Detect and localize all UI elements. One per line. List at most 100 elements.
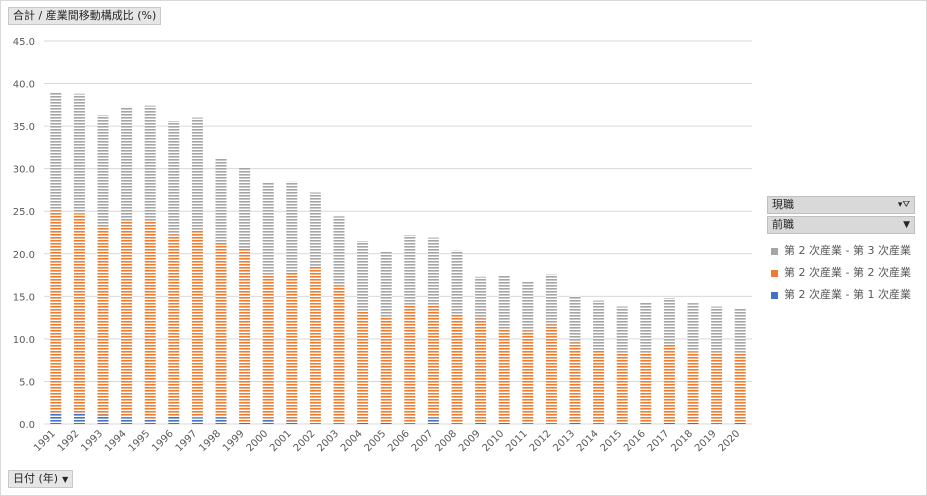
bar-segment [545, 423, 557, 424]
bar-segment [262, 418, 274, 424]
bar-segment [380, 316, 392, 423]
bar-segment [380, 251, 392, 317]
bar-segment [569, 342, 581, 423]
x-tick-label: 2012 [528, 428, 554, 454]
bar-segment [215, 417, 227, 424]
bar-segment [640, 302, 652, 353]
bar-segment [475, 318, 487, 423]
y-tick-label: 45.0 [13, 37, 35, 48]
x-tick-label: 1999 [221, 428, 247, 454]
bar-segment [286, 181, 298, 272]
x-tick-label: 2018 [669, 428, 695, 454]
bar-segment [73, 412, 85, 424]
bar-segment [97, 115, 109, 227]
x-tick-label: 2020 [717, 428, 743, 454]
bar-segment [687, 303, 699, 352]
bar-segment [357, 310, 369, 423]
bar-segment [73, 93, 85, 214]
bar-segment [569, 422, 581, 424]
legend-item-secondary-to-secondary[interactable]: 第 2 次産業 - 第 2 次産業 [767, 262, 915, 284]
bar-segment [545, 274, 557, 325]
y-tick-label: 35.0 [13, 122, 35, 133]
x-tick-label: 2006 [386, 428, 412, 454]
x-tick-label: 1991 [32, 428, 58, 454]
x-tick-label: 2002 [292, 428, 318, 454]
current-job-field-label: 現職 [772, 198, 794, 211]
bar-segment [545, 324, 557, 424]
bar-segment [498, 421, 510, 424]
bar-segment [97, 226, 109, 415]
previous-job-field-button[interactable]: 前職 ▼ [767, 216, 915, 234]
x-tick-label: 2010 [481, 428, 507, 454]
bar-segment [734, 422, 746, 424]
axis-field-button[interactable]: 日付 (年) ▼ [8, 470, 74, 488]
bar-segment [121, 220, 133, 418]
y-tick-label: 30.0 [13, 165, 35, 176]
legend-label: 第 2 次産業 - 第 2 次産業 [784, 266, 911, 279]
bar-segment [711, 306, 723, 353]
bar-segment [309, 192, 321, 265]
bar-segment [593, 300, 605, 350]
x-tick-label: 2015 [599, 428, 625, 454]
bar-segment [97, 414, 109, 424]
bar-segment [734, 353, 746, 423]
bar-segment [239, 422, 251, 424]
bar-segment [121, 417, 133, 424]
bar-segment [144, 220, 156, 419]
bar-segment [427, 237, 439, 305]
bar-segment [663, 344, 675, 423]
bar-segment [121, 106, 133, 221]
bar-segment [616, 353, 628, 424]
bar-segment [144, 418, 156, 424]
bar-segment [687, 351, 699, 422]
bar-segment [262, 275, 274, 419]
bar-segment [333, 216, 345, 286]
y-tick-label: 0.0 [19, 420, 35, 431]
bar-segment [168, 234, 180, 417]
bar-segment [569, 296, 581, 343]
y-tick-label: 5.0 [19, 377, 35, 388]
axis-field-label: 日付 (年) [13, 472, 59, 485]
bar-segment [451, 313, 463, 424]
bar-segment [663, 422, 675, 424]
bar-segment [50, 210, 62, 413]
y-tick-label: 10.0 [13, 335, 35, 346]
bar-segment [640, 423, 652, 424]
bar-segment [262, 182, 274, 276]
x-tick-label: 1992 [56, 428, 82, 454]
dropdown-arrow-icon[interactable]: ▼ [62, 475, 69, 484]
bar-segment [239, 246, 251, 423]
x-tick-label: 2019 [693, 428, 719, 454]
bar-segment [522, 281, 534, 331]
legend-item-secondary-to-tertiary[interactable]: 第 2 次産業 - 第 3 次産業 [767, 240, 915, 262]
x-tick-label: 2003 [315, 428, 341, 454]
bar-segment [522, 330, 534, 424]
bar-segment [286, 420, 298, 424]
legend-label: 第 2 次産業 - 第 3 次産業 [784, 244, 911, 257]
x-tick-label: 2005 [363, 428, 389, 454]
legend-swatch [771, 291, 778, 299]
bar-segment [191, 229, 203, 419]
x-tick-label: 1994 [103, 428, 129, 454]
bar-segment [191, 418, 203, 424]
bar-segment [191, 117, 203, 230]
x-tick-label: 1996 [150, 428, 176, 454]
x-tick-label: 2008 [433, 428, 459, 454]
dropdown-arrow-icon[interactable]: ▼ [903, 220, 910, 230]
legend-swatch [771, 269, 778, 277]
bar-segment [427, 418, 439, 424]
bar-segment [239, 167, 251, 247]
x-tick-label: 2014 [575, 428, 601, 454]
bar-segment [616, 423, 628, 424]
current-job-field-button[interactable]: 現職 ▾⛛ [767, 196, 915, 214]
filter-icon[interactable]: ▾⛛ [897, 200, 910, 210]
x-tick-label: 1993 [79, 428, 105, 454]
legend-item-secondary-to-primary[interactable]: 第 2 次産業 - 第 1 次産業 [767, 284, 915, 306]
y-tick-label: 25.0 [13, 207, 35, 218]
x-tick-label: 1995 [127, 428, 153, 454]
bar-segment [50, 92, 62, 211]
value-field-button[interactable]: 合計 / 産業間移動構成比 (%) [8, 7, 162, 25]
x-tick-label: 2001 [268, 428, 294, 454]
x-tick-label: 2016 [622, 428, 648, 454]
